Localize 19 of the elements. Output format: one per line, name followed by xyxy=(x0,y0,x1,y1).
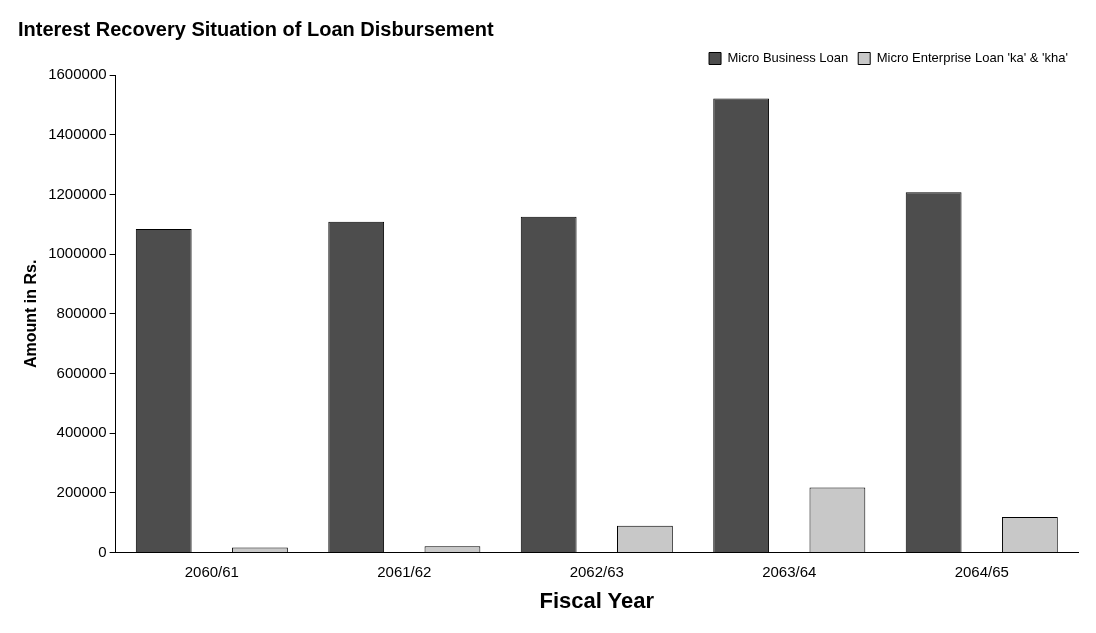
y-tick-label: 0 xyxy=(98,542,107,560)
x-tick-label: 2061/62 xyxy=(377,562,432,580)
x-tick-label: 2063/64 xyxy=(762,562,817,580)
x-tick-label: 2060/61 xyxy=(184,562,239,580)
x-tick-label: 2064/65 xyxy=(954,562,1009,580)
y-tick-label: 200000 xyxy=(56,483,107,501)
chart-title: Interest Recovery Situation of Loan Disbursement xyxy=(18,17,494,40)
y-tick-label: 1400000 xyxy=(48,124,107,142)
x-tick-label: 2062/63 xyxy=(569,562,624,580)
legend-label: Micro Enterprise Loan 'ka' & 'kha' xyxy=(876,50,1068,66)
y-tick-label: 1200000 xyxy=(48,184,107,202)
y-tick-label: 1000000 xyxy=(48,244,107,262)
y-tick-label: 600000 xyxy=(56,363,107,381)
x-axis-title: Fiscal Year xyxy=(539,587,655,613)
y-tick-label: 1600000 xyxy=(48,65,107,83)
y-tick-label: 800000 xyxy=(56,303,107,321)
y-tick-label: 400000 xyxy=(56,423,107,441)
legend-label: Micro Business Loan xyxy=(727,50,849,66)
y-axis-title: Amount in Rs. xyxy=(22,259,40,369)
